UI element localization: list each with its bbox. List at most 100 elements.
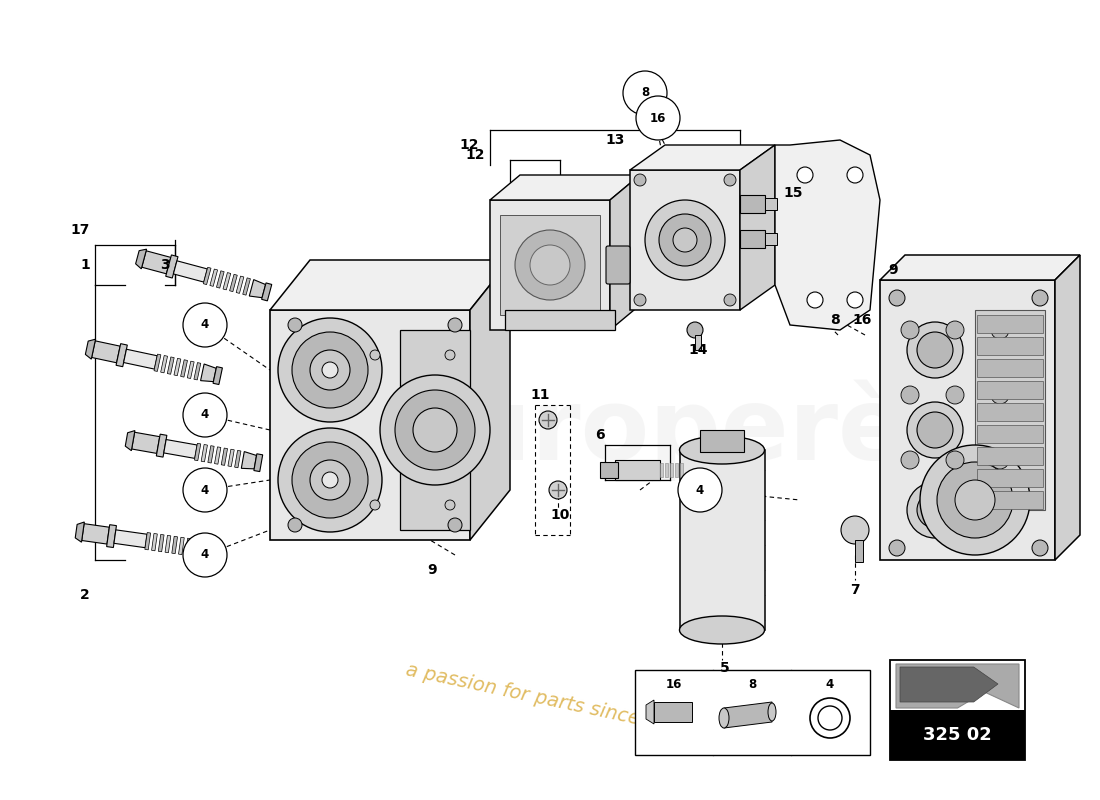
Text: 5: 5 <box>720 661 730 675</box>
FancyBboxPatch shape <box>490 200 610 330</box>
Circle shape <box>917 412 953 448</box>
Polygon shape <box>194 362 201 380</box>
Circle shape <box>1032 540 1048 556</box>
Circle shape <box>636 96 680 140</box>
Polygon shape <box>107 525 117 547</box>
Polygon shape <box>654 702 692 722</box>
Polygon shape <box>221 448 228 466</box>
Circle shape <box>288 318 302 332</box>
Circle shape <box>889 290 905 306</box>
Text: 11: 11 <box>530 388 550 402</box>
Polygon shape <box>91 341 120 362</box>
Circle shape <box>946 386 964 404</box>
Polygon shape <box>81 524 109 544</box>
Text: 12: 12 <box>460 138 478 152</box>
Text: 13: 13 <box>605 133 625 147</box>
Circle shape <box>908 402 962 458</box>
FancyBboxPatch shape <box>977 447 1043 465</box>
Polygon shape <box>164 439 197 458</box>
Polygon shape <box>166 255 178 278</box>
Circle shape <box>634 294 646 306</box>
Circle shape <box>724 294 736 306</box>
Polygon shape <box>114 530 147 548</box>
Circle shape <box>810 698 850 738</box>
Circle shape <box>1032 290 1048 306</box>
Polygon shape <box>205 541 213 558</box>
Circle shape <box>395 390 475 470</box>
Circle shape <box>292 442 368 518</box>
Text: 4: 4 <box>201 483 209 497</box>
Polygon shape <box>262 283 272 301</box>
Circle shape <box>446 350 455 360</box>
Polygon shape <box>123 350 157 369</box>
Circle shape <box>659 214 711 266</box>
Text: 4: 4 <box>201 549 209 562</box>
Polygon shape <box>213 366 222 385</box>
Circle shape <box>370 350 379 360</box>
Polygon shape <box>117 344 128 366</box>
Circle shape <box>901 321 918 339</box>
Circle shape <box>818 706 842 730</box>
Text: 8: 8 <box>830 313 840 327</box>
Polygon shape <box>630 145 776 170</box>
FancyBboxPatch shape <box>764 198 777 210</box>
Circle shape <box>288 518 302 532</box>
FancyBboxPatch shape <box>977 425 1043 443</box>
FancyBboxPatch shape <box>700 430 744 452</box>
FancyBboxPatch shape <box>695 335 701 350</box>
FancyBboxPatch shape <box>675 463 678 477</box>
Polygon shape <box>165 535 170 553</box>
FancyBboxPatch shape <box>400 330 470 530</box>
Text: 9: 9 <box>888 263 898 277</box>
Circle shape <box>917 332 953 368</box>
Polygon shape <box>776 140 880 330</box>
Polygon shape <box>161 355 167 373</box>
Text: 10: 10 <box>550 508 570 522</box>
Polygon shape <box>896 664 1019 708</box>
FancyBboxPatch shape <box>977 381 1043 399</box>
Circle shape <box>901 386 918 404</box>
Text: 2: 2 <box>80 588 90 602</box>
FancyBboxPatch shape <box>977 359 1043 377</box>
Polygon shape <box>167 357 174 374</box>
Circle shape <box>183 468 227 512</box>
Polygon shape <box>185 538 191 555</box>
Circle shape <box>448 318 462 332</box>
Circle shape <box>908 322 962 378</box>
FancyBboxPatch shape <box>615 460 660 480</box>
Polygon shape <box>204 267 211 285</box>
Circle shape <box>310 460 350 500</box>
Text: 7: 7 <box>850 583 860 597</box>
Polygon shape <box>724 702 772 728</box>
Polygon shape <box>208 446 214 463</box>
Circle shape <box>515 230 585 300</box>
Polygon shape <box>646 700 654 724</box>
FancyBboxPatch shape <box>975 310 1045 510</box>
Circle shape <box>991 386 1009 404</box>
Polygon shape <box>156 434 167 457</box>
Circle shape <box>322 362 338 378</box>
Polygon shape <box>145 533 151 550</box>
Polygon shape <box>142 250 170 274</box>
Circle shape <box>183 303 227 347</box>
Circle shape <box>847 167 864 183</box>
Circle shape <box>724 174 736 186</box>
Circle shape <box>539 411 557 429</box>
Polygon shape <box>234 450 241 468</box>
Ellipse shape <box>768 703 776 721</box>
Ellipse shape <box>680 616 764 644</box>
Polygon shape <box>270 260 510 310</box>
Polygon shape <box>470 260 510 540</box>
Circle shape <box>183 533 227 577</box>
Text: 4: 4 <box>826 678 834 690</box>
Text: 15: 15 <box>783 186 803 200</box>
Circle shape <box>322 472 338 488</box>
Polygon shape <box>75 522 85 542</box>
Polygon shape <box>900 667 998 702</box>
Text: 325 02: 325 02 <box>923 726 992 744</box>
FancyBboxPatch shape <box>977 469 1043 487</box>
Circle shape <box>917 492 953 528</box>
Circle shape <box>889 540 905 556</box>
Circle shape <box>901 451 918 469</box>
Polygon shape <box>158 534 164 552</box>
